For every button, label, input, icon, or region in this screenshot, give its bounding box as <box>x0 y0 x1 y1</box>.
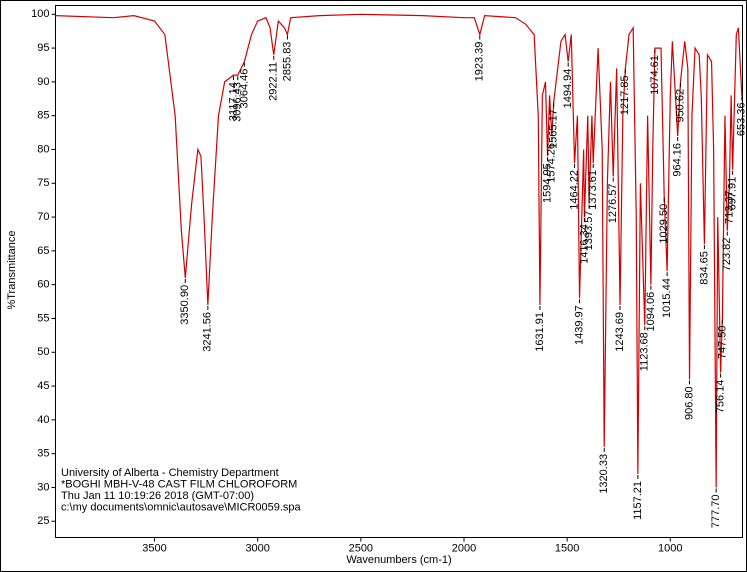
y-tick-label: 65 <box>37 245 49 257</box>
peak-label: 1464.22 <box>568 170 580 210</box>
y-tick-label: 95 <box>37 42 49 54</box>
y-tick-label: 70 <box>37 211 49 223</box>
info-line: *BOGHI MBH-V-48 CAST FILM CHLOROFORM <box>61 478 297 490</box>
peak-label: 3241.56 <box>202 312 214 352</box>
peak-label: 834.65 <box>698 251 710 285</box>
peak-label: 3064.46 <box>238 69 250 109</box>
peak-label: 1157.21 <box>632 481 644 520</box>
peak-label: 1923.39 <box>474 42 486 82</box>
info-line: Thu Jan 11 10:19:26 2018 (GMT-07:00) <box>61 490 254 502</box>
spectrum-line <box>55 13 743 488</box>
peak-label: 1393.57 <box>583 211 595 251</box>
y-tick-label: 60 <box>37 279 49 291</box>
peak-label: 1276.57 <box>607 184 619 224</box>
peak-label: 1416.34 <box>578 224 590 264</box>
peak-label: 1094.06 <box>645 292 657 332</box>
peak-label: 1123.68 <box>639 332 651 371</box>
peak-label: 1631.91 <box>534 312 546 352</box>
info-line: University of Alberta - Chemistry Depart… <box>61 467 279 479</box>
peak-label: 1029.50 <box>658 204 670 244</box>
x-tick-label: 2500 <box>349 542 373 554</box>
y-tick-label: 30 <box>37 481 49 493</box>
y-tick-label: 85 <box>37 110 49 122</box>
y-tick-label: 35 <box>37 448 49 460</box>
y-tick-label: 100 <box>31 8 49 20</box>
peak-label: 653.36 <box>736 102 747 136</box>
peak-label: 1320.33 <box>598 454 610 494</box>
y-axis-label: %Transmittance <box>6 230 18 309</box>
peak-label: 1574.26 <box>546 143 558 183</box>
peak-label: 964.16 <box>672 143 684 177</box>
x-tick-label: 3500 <box>142 542 166 554</box>
peak-label: 713.37 <box>723 190 735 224</box>
peak-label: 3350.90 <box>179 285 191 325</box>
peak-label: 1565.17 <box>548 109 560 149</box>
peak-label: 1494.94 <box>562 69 574 109</box>
peak-label: 906.80 <box>683 386 695 420</box>
x-tick-label: 2000 <box>452 542 476 554</box>
peak-label: 3096.43 <box>232 82 244 122</box>
peak-label: 2855.83 <box>281 42 293 82</box>
y-tick-label: 80 <box>37 143 49 155</box>
x-axis-label: Wavenumbers (cm-1) <box>346 554 451 566</box>
peak-label: 756.14 <box>715 380 727 414</box>
y-tick-label: 25 <box>37 515 49 527</box>
y-tick-label: 50 <box>37 346 49 358</box>
peak-label: 697.91 <box>727 177 739 211</box>
peak-label: 3117.14 <box>227 82 239 121</box>
x-tick-label: 1500 <box>555 542 579 554</box>
y-tick-label: 40 <box>37 414 49 426</box>
peak-label: 1243.69 <box>614 312 626 352</box>
peak-label: 1015.44 <box>661 278 673 318</box>
peak-label: 777.70 <box>710 494 722 528</box>
y-tick-label: 55 <box>37 312 49 324</box>
peak-label: 747.50 <box>716 325 728 359</box>
y-tick-label: 75 <box>37 177 49 189</box>
plot-area <box>55 5 743 538</box>
peak-label: 1373.61 <box>587 170 599 210</box>
y-tick-label: 45 <box>37 380 49 392</box>
peak-label: 1439.97 <box>573 305 585 345</box>
x-tick-label: 3000 <box>245 542 269 554</box>
x-tick-label: 1000 <box>658 542 682 554</box>
peak-label: 1594.95 <box>541 163 553 203</box>
peak-label: 1217.85 <box>619 75 631 115</box>
y-tick-label: 90 <box>37 76 49 88</box>
peak-label: 723.82 <box>721 238 733 272</box>
peak-label: 1074.61 <box>649 55 661 95</box>
peak-label: 950.62 <box>674 89 686 123</box>
info-line: c:\my documents\omnic\autosave\MICR0059.… <box>61 501 302 513</box>
peak-label: 2922.11 <box>268 62 280 101</box>
